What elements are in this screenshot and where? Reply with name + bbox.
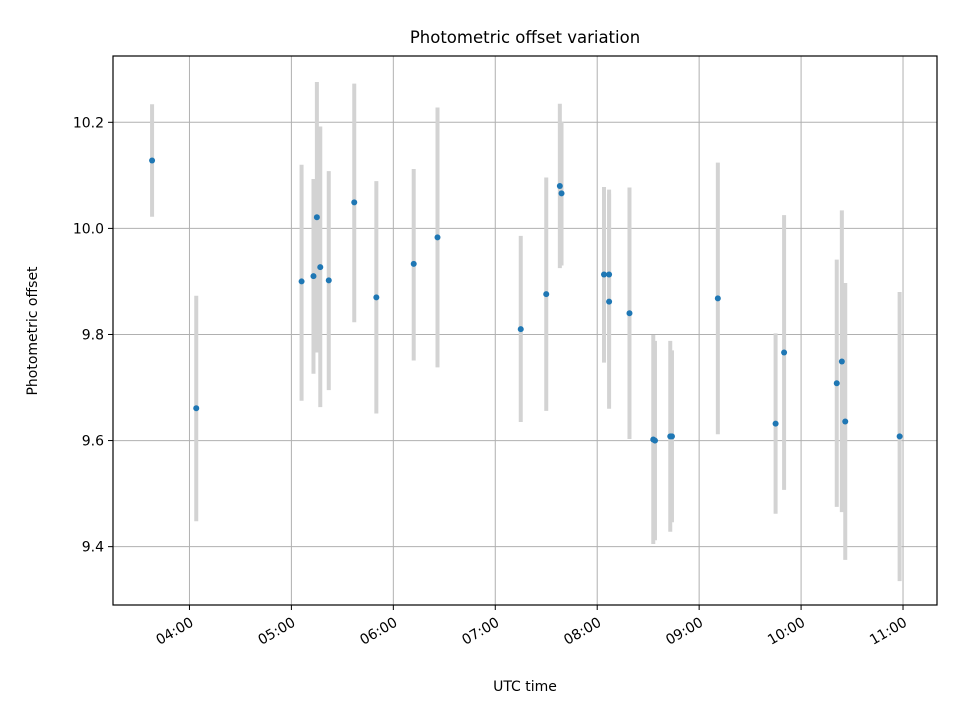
data-point bbox=[558, 190, 565, 197]
x-axis-label: UTC time bbox=[493, 679, 557, 695]
plot-frame bbox=[112, 55, 938, 606]
data-point bbox=[606, 298, 613, 305]
data-point bbox=[410, 260, 417, 267]
data-point bbox=[313, 214, 320, 221]
data-point bbox=[298, 278, 305, 285]
data-points bbox=[149, 157, 903, 444]
data-point bbox=[601, 271, 608, 278]
data-point bbox=[373, 294, 380, 301]
y-axis: 9.4 9.6 9.8 10.0 10.2 bbox=[73, 115, 113, 556]
data-point bbox=[325, 277, 332, 284]
data-point bbox=[896, 433, 903, 440]
data-point bbox=[351, 199, 358, 206]
data-point bbox=[556, 182, 563, 189]
data-point bbox=[833, 380, 840, 387]
y-tick-label: 9.8 bbox=[82, 327, 104, 343]
grid bbox=[113, 56, 937, 605]
chart-title: Photometric offset variation bbox=[410, 28, 640, 47]
data-point bbox=[651, 437, 658, 444]
data-point bbox=[772, 420, 779, 427]
y-tick-label: 9.6 bbox=[82, 434, 104, 450]
data-point bbox=[714, 295, 721, 302]
y-tick-label: 10.0 bbox=[73, 221, 104, 237]
data-point bbox=[842, 418, 849, 425]
data-point bbox=[434, 234, 441, 241]
data-point bbox=[543, 291, 550, 298]
data-point bbox=[310, 273, 317, 280]
data-point bbox=[149, 157, 156, 164]
y-tick-label: 9.4 bbox=[82, 540, 104, 556]
data-point bbox=[668, 433, 675, 440]
data-point bbox=[838, 358, 845, 365]
y-axis-label: Photometric offset bbox=[25, 266, 41, 396]
y-tick-label: 10.2 bbox=[73, 115, 104, 131]
data-point bbox=[317, 264, 324, 271]
data-point bbox=[626, 310, 633, 317]
data-point bbox=[781, 349, 788, 356]
data-point bbox=[193, 405, 200, 412]
data-point bbox=[517, 326, 524, 333]
data-point bbox=[606, 271, 613, 278]
